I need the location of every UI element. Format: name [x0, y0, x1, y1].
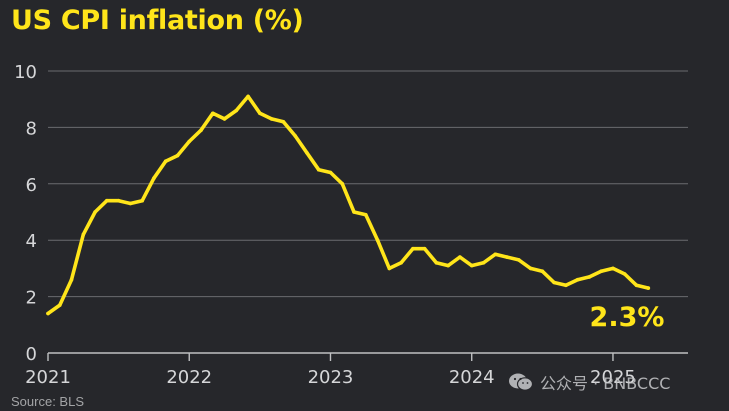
data-points: [46, 94, 651, 316]
data-point: [422, 246, 427, 251]
y-tick-label: 6: [26, 175, 37, 196]
data-point: [352, 210, 356, 214]
data-point: [116, 198, 121, 203]
data-point: [152, 176, 156, 180]
data-point: [552, 280, 556, 285]
chart-title: US CPI inflation (%): [11, 5, 304, 36]
data-point: [93, 210, 97, 214]
data-point: [446, 263, 451, 268]
data-point: [246, 94, 250, 99]
data-point: [305, 151, 309, 155]
data-point: [587, 275, 592, 279]
data-point: [340, 182, 345, 186]
y-tick-label: 2: [26, 288, 37, 309]
data-point: [634, 283, 639, 288]
data-point: [434, 261, 439, 265]
data-point: [58, 303, 62, 307]
data-point: [128, 201, 133, 206]
data-point: [105, 198, 109, 203]
x-tick-label: 2024: [449, 367, 495, 388]
watermark-text: 公众号 · BNBCCC: [540, 374, 671, 393]
data-point: [481, 261, 486, 265]
data-point: [175, 153, 180, 158]
end-value-label: 2.3%: [590, 302, 665, 333]
data-point: [622, 272, 627, 276]
data-point: [269, 117, 274, 121]
data-point: [187, 139, 191, 144]
data-point: [316, 167, 321, 172]
data-point: [140, 198, 144, 203]
y-tick-label: 8: [26, 118, 37, 139]
data-point: [199, 128, 203, 132]
data-point: [375, 238, 380, 242]
y-tick-label: 0: [26, 344, 37, 365]
x-axis-ticks: 2021 2022 2023 2024 2025: [25, 353, 636, 388]
wechat-icon: [509, 373, 534, 391]
x-tick-label: 2025: [590, 367, 636, 388]
data-point: [528, 266, 533, 271]
cpi-series-line: [46, 94, 651, 316]
y-tick-label: 4: [26, 231, 37, 252]
x-tick-label: 2023: [308, 367, 354, 388]
data-point: [599, 269, 603, 274]
data-point: [399, 261, 403, 265]
watermark: 公众号 · BNBCCC: [508, 370, 670, 394]
data-point: [517, 258, 521, 262]
data-point: [46, 311, 50, 316]
data-point: [364, 213, 368, 217]
data-point: [505, 255, 509, 259]
data-point: [540, 269, 545, 274]
data-point: [163, 159, 168, 163]
data-point: [258, 111, 262, 116]
y-axis-ticks: 0 2 4 6 8 10: [14, 62, 37, 365]
data-point: [293, 134, 298, 138]
y-tick-label: 10: [14, 62, 37, 83]
data-point: [281, 120, 286, 124]
data-point: [411, 246, 415, 251]
x-tick-label: 2022: [166, 367, 212, 388]
data-point: [211, 111, 215, 116]
data-point: [328, 170, 333, 175]
data-point: [493, 252, 498, 257]
gridlines: [48, 70, 688, 354]
data-point: [387, 266, 392, 271]
x-tick-label: 2021: [25, 367, 71, 388]
data-point: [611, 266, 615, 271]
data-point: [234, 108, 239, 113]
data-point: [564, 283, 568, 288]
source-note: Source: BLS: [11, 394, 84, 409]
data-point: [81, 232, 86, 237]
data-point: [458, 255, 462, 259]
data-point: [646, 286, 651, 290]
data-point: [575, 277, 580, 282]
data-point: [469, 263, 474, 268]
data-point: [222, 117, 227, 121]
data-point: [69, 277, 74, 282]
